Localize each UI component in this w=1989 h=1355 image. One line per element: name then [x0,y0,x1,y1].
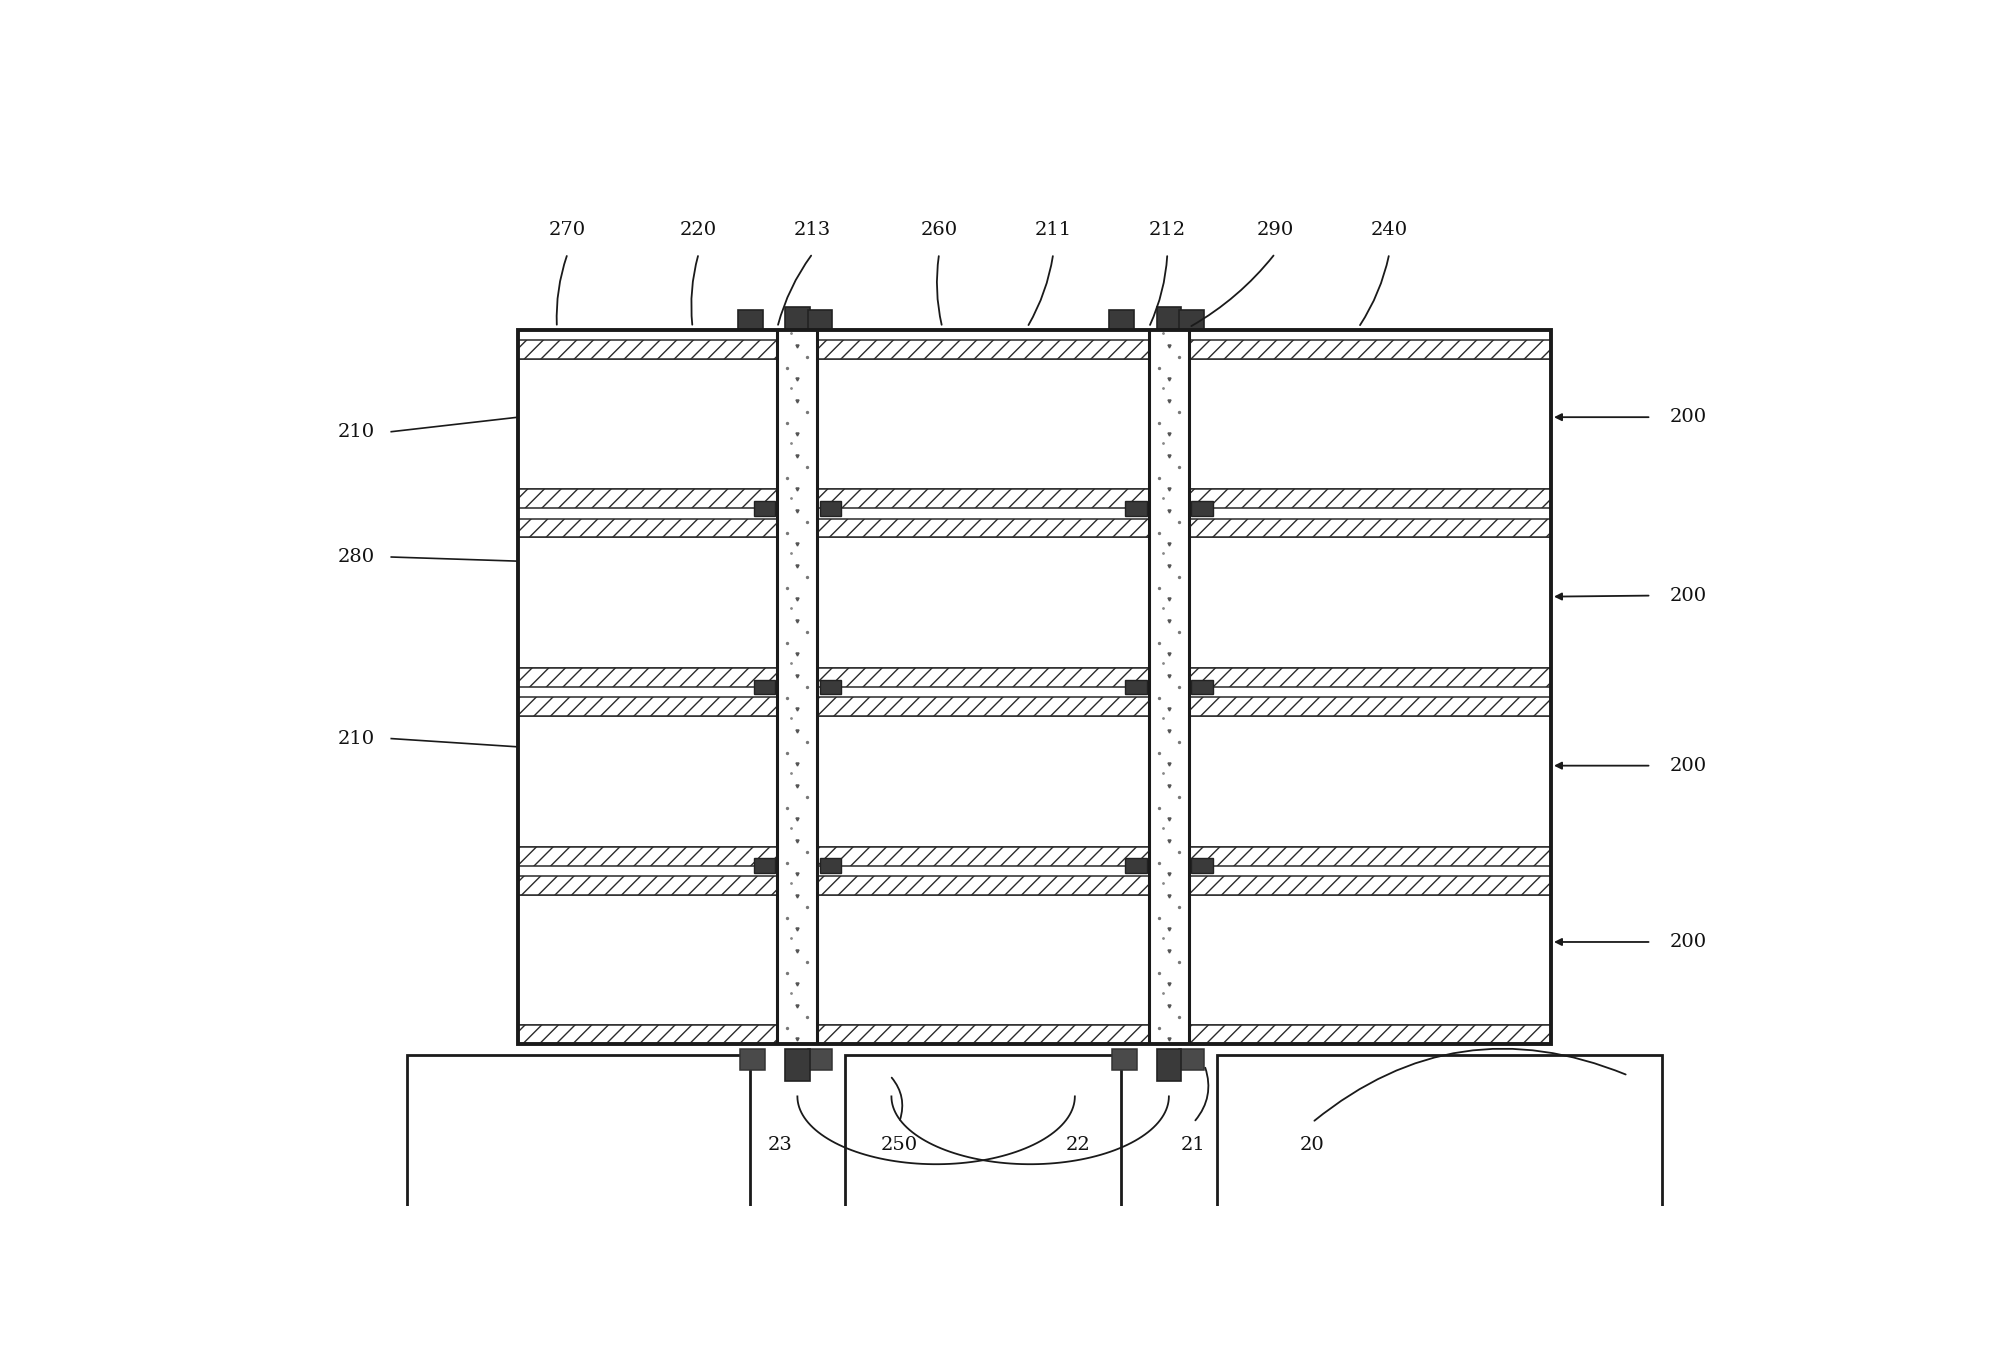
Bar [1189,538,1551,668]
Text: 240: 240 [1370,221,1408,240]
Bar [1110,310,1134,329]
Text: 200: 200 [1671,934,1707,951]
Bar [1126,501,1148,515]
Bar [519,668,778,687]
Bar [819,680,841,694]
Bar [1189,698,1551,715]
Bar [1189,875,1551,894]
Bar [519,519,778,538]
Bar [817,894,1150,1026]
Bar [519,359,778,489]
Text: 21: 21 [1181,1137,1205,1154]
Bar [740,1049,766,1070]
Bar [845,1054,1122,1257]
Bar [1189,894,1551,1026]
Bar [519,847,778,866]
Text: 250: 250 [881,1137,917,1154]
Text: 210: 210 [338,729,376,748]
Bar [519,715,778,847]
Text: 270: 270 [549,221,587,240]
Text: 200: 200 [1671,587,1707,604]
Bar [519,875,778,894]
Bar [1191,501,1213,515]
Bar [817,698,1150,715]
Bar [519,1026,778,1045]
Bar [519,340,778,359]
Text: 20: 20 [1301,1137,1325,1154]
Bar [1189,519,1551,538]
Bar [519,698,778,715]
Bar [817,359,1150,489]
Bar [817,875,1150,894]
Bar [1189,340,1551,359]
Text: 200: 200 [1671,756,1707,775]
Bar [754,680,776,694]
Bar [817,489,1150,508]
Bar [1191,680,1213,694]
Bar [1179,310,1203,329]
Bar [786,306,810,329]
Bar [738,310,762,329]
Bar [1189,489,1551,508]
Bar [519,538,778,668]
Text: 211: 211 [1034,221,1072,240]
Bar [1189,359,1551,489]
Text: 260: 260 [921,221,959,240]
Bar [1189,1026,1551,1045]
Bar [786,1049,810,1081]
Bar [817,847,1150,866]
Bar [817,1026,1150,1045]
Text: 290: 290 [1257,221,1295,240]
Bar [808,310,831,329]
Bar [1112,1049,1136,1070]
Text: 280: 280 [338,547,376,566]
Bar [754,501,776,515]
Bar [817,715,1150,847]
Text: 220: 220 [680,221,718,240]
Bar [817,340,1150,359]
Bar [817,519,1150,538]
Bar [408,1054,750,1257]
Bar [754,858,776,873]
Bar [1189,715,1551,847]
Bar [819,858,841,873]
Bar [1126,858,1148,873]
Bar [519,329,1551,1045]
Bar [1126,680,1148,694]
Bar [519,489,778,508]
Text: 200: 200 [1671,408,1707,427]
Text: 212: 212 [1150,221,1185,240]
Bar [519,894,778,1026]
Bar [817,538,1150,668]
Bar [1156,306,1181,329]
Bar [817,668,1150,687]
Bar [1189,847,1551,866]
Bar [808,1049,831,1070]
Bar [1179,1049,1203,1070]
Bar [1217,1054,1663,1257]
Text: 22: 22 [1066,1137,1090,1154]
Bar [1191,858,1213,873]
Text: 23: 23 [768,1137,794,1154]
Text: 210: 210 [338,423,376,440]
Bar [1189,668,1551,687]
Text: 213: 213 [794,221,831,240]
Bar [1156,1049,1181,1081]
Bar [819,501,841,515]
